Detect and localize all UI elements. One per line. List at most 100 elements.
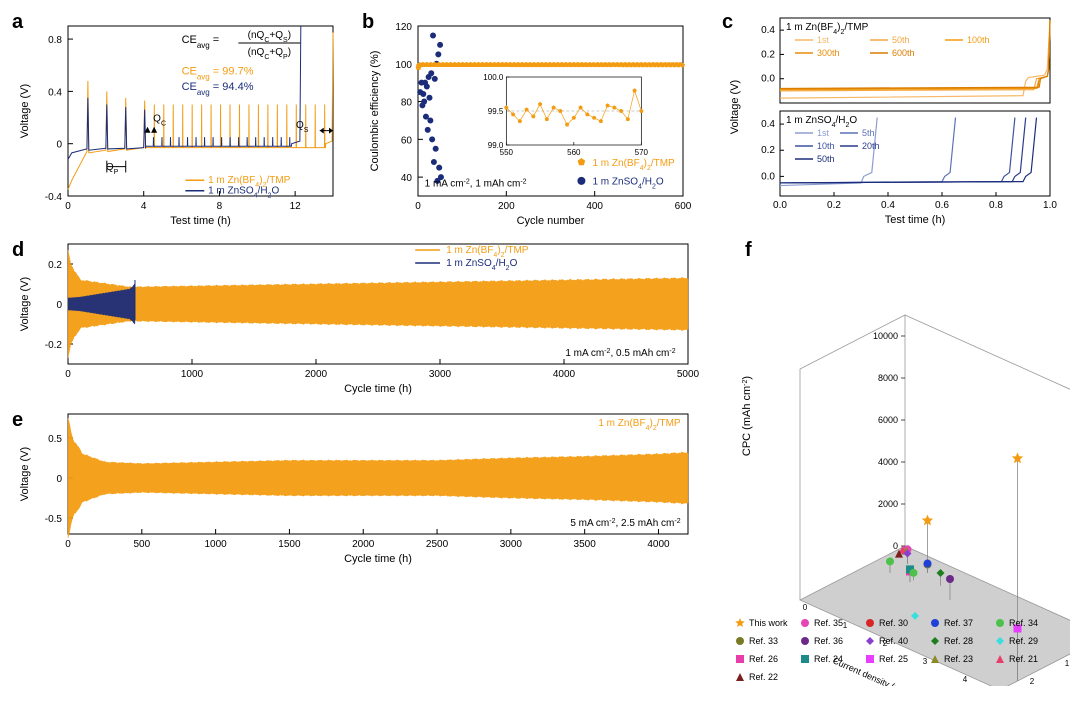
svg-text:0: 0 (56, 300, 62, 311)
svg-text:20th: 20th (862, 141, 880, 151)
svg-text:Cycle time (h): Cycle time (h) (344, 553, 412, 565)
svg-text:Cycle time (h): Cycle time (h) (344, 383, 412, 395)
ylabel: Voltage (V) (19, 84, 31, 138)
ylabel: Voltage (V) (19, 447, 31, 501)
svg-text:Test time (h): Test time (h) (170, 215, 231, 227)
svg-text:2500: 2500 (426, 539, 449, 550)
svg-text:0.0: 0.0 (773, 200, 787, 211)
legend-f-item: Ref. 26 (749, 654, 778, 664)
svg-text:2: 2 (1030, 677, 1035, 686)
svg-text:3500: 3500 (574, 539, 597, 550)
svg-text:600th: 600th (892, 48, 915, 58)
panel-a: a 04812-0.400.40.8Test time (h)Voltage (… (10, 8, 355, 233)
svg-text:0: 0 (415, 201, 421, 212)
svg-text:4: 4 (141, 201, 147, 212)
legend-f-item: Ref. 25 (879, 654, 908, 664)
svg-text:0: 0 (56, 140, 62, 151)
legend-d-znso4: 1 m ZnSO4/H2O (446, 258, 517, 272)
panel-d-letter: d (12, 239, 24, 261)
svg-text:0: 0 (65, 201, 71, 212)
panel-e: e 05001000150020002500300035004000-0.500… (10, 406, 710, 571)
svg-text:4000: 4000 (878, 457, 898, 467)
svg-text:100th: 100th (967, 35, 990, 45)
svg-text:1 m Zn(BF4)2/TMP: 1 m Zn(BF4)2/TMP (592, 158, 675, 172)
ylabel: Coulombic efficiency (%) (369, 51, 381, 172)
svg-text:0: 0 (803, 603, 808, 612)
condition-b: 1 mA cm-2, 1 mAh cm-2 (425, 178, 527, 190)
svg-text:1500: 1500 (278, 539, 301, 550)
svg-text:1: 1 (843, 621, 848, 630)
svg-text:1000: 1000 (181, 369, 204, 380)
svg-text:80: 80 (401, 98, 413, 109)
svg-text:4: 4 (963, 675, 968, 684)
svg-text:0.4: 0.4 (761, 119, 775, 130)
svg-text:0.2: 0.2 (48, 260, 62, 271)
svg-text:-0.2: -0.2 (45, 340, 63, 351)
svg-text:60: 60 (401, 135, 413, 146)
legend-f-item: Ref. 37 (944, 618, 973, 628)
svg-text:1 m ZnSO4/H2O: 1 m ZnSO4/H2O (592, 177, 663, 191)
svg-text:0.8: 0.8 (48, 35, 62, 46)
legend-f-item: Ref. 34 (1009, 618, 1038, 628)
svg-text:1st: 1st (817, 128, 830, 138)
svg-text:0: 0 (56, 474, 62, 485)
formula: CEavg = (182, 34, 220, 50)
legend-f-item: This work (749, 618, 788, 628)
svg-text:0.4: 0.4 (48, 87, 62, 98)
panel-a-letter: a (12, 11, 24, 33)
svg-text:100: 100 (395, 60, 412, 71)
ylabel-c: Voltage (V) (729, 80, 741, 134)
svg-text:-0.5: -0.5 (45, 514, 63, 525)
svg-text:40: 40 (401, 173, 413, 184)
panel-b-letter: b (362, 11, 374, 33)
svg-text:50th: 50th (817, 154, 835, 164)
svg-text:0: 0 (65, 539, 71, 550)
svg-text:120: 120 (395, 22, 412, 33)
condition-e: 5 mA cm-2, 2.5 mAh cm-2 (570, 518, 680, 530)
legend-d-tmp: 1 m Zn(BF4)2/TMP (446, 245, 529, 259)
svg-text:(nQC+QS): (nQC+QS) (248, 30, 291, 44)
svg-text:100.0: 100.0 (483, 73, 504, 82)
svg-text:4000: 4000 (647, 539, 670, 550)
qs-label: QS (296, 120, 309, 134)
svg-text:12: 12 (290, 201, 302, 212)
svg-text:5000: 5000 (677, 369, 700, 380)
svg-text:10000: 10000 (873, 331, 898, 341)
svg-text:560: 560 (567, 148, 581, 157)
svg-text:3000: 3000 (500, 539, 523, 550)
svg-text:Test time (h): Test time (h) (885, 214, 946, 226)
svg-text:Cycle number: Cycle number (517, 215, 585, 227)
svg-text:0.2: 0.2 (827, 200, 841, 211)
legend-f-item: Ref. 22 (749, 672, 778, 682)
svg-text:(nQC+QP): (nQC+QP) (248, 47, 291, 61)
svg-text:2000: 2000 (305, 369, 328, 380)
zlabel: CPC (mAh cm-2) (741, 376, 753, 456)
svg-text:6000: 6000 (878, 415, 898, 425)
panel-c-letter: c (722, 11, 733, 33)
legend-f-item: Ref. 21 (1009, 654, 1038, 664)
inset: 55056057099.099.5100.0 (483, 73, 648, 157)
panel-b: b 0200400600406080100120Cycle numberCoul… (360, 8, 705, 233)
panel-d: d 010002000300040005000-0.200.2Cycle tim… (10, 236, 710, 401)
svg-text:99.5: 99.5 (488, 107, 504, 116)
svg-text:50th: 50th (892, 35, 910, 45)
svg-text:1.0: 1.0 (1043, 200, 1057, 211)
svg-text:1: 1 (1065, 659, 1070, 668)
condition-d: 1 mA cm-2, 0.5 mAh cm-2 (565, 348, 675, 360)
legend-f-item: Ref. 29 (1009, 636, 1038, 646)
svg-text:-0.4: -0.4 (45, 192, 63, 203)
legend-f-item: Ref. 35 (814, 618, 843, 628)
svg-text:500: 500 (133, 539, 150, 550)
svg-text:0.0: 0.0 (761, 171, 775, 182)
svg-text:0.0: 0.0 (761, 74, 775, 85)
svg-text:1000: 1000 (204, 539, 227, 550)
svg-text:2000: 2000 (878, 499, 898, 509)
svg-text:5th: 5th (862, 128, 875, 138)
svg-text:8: 8 (217, 201, 223, 212)
svg-text:3: 3 (923, 657, 928, 666)
svg-text:400: 400 (586, 201, 603, 212)
svg-text:10th: 10th (817, 141, 835, 151)
svg-text:2000: 2000 (352, 539, 375, 550)
qp-label: QP (106, 162, 119, 176)
ce-tmp: CEavg = 99.7% (182, 65, 254, 81)
